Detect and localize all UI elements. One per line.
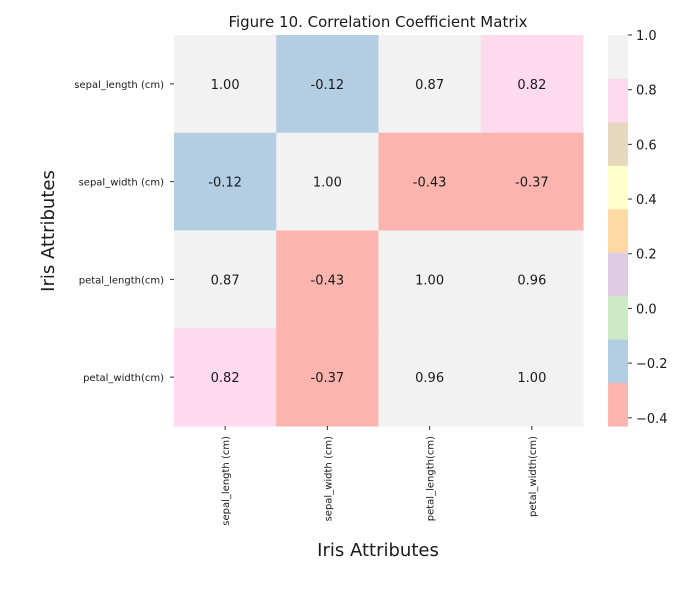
x-tick-label: petal_length(cm): [426, 436, 437, 521]
x-tick-label: petal_width(cm): [528, 436, 539, 517]
cell-value-label: 0.96: [415, 371, 444, 386]
colorbar-segment: [608, 252, 628, 297]
y-axis-label: Iris Attributes: [38, 170, 59, 292]
y-tick-label: petal_width(cm): [83, 373, 164, 384]
colorbar-tick-label: 0.0: [636, 302, 657, 317]
cell-value-label: -0.12: [311, 78, 345, 93]
heatmap-cell: [276, 35, 379, 134]
x-tick-label: sepal_length (cm): [221, 436, 232, 526]
heatmap-cell: [378, 328, 482, 427]
heatmap-cell: [480, 132, 584, 231]
heatmap-cell: [174, 230, 277, 329]
colorbar-segment: [608, 382, 628, 427]
cell-value-label: -0.12: [208, 176, 242, 191]
cell-value-label: 1.00: [415, 273, 444, 288]
colorbar-tick-label: 1.0: [636, 29, 657, 44]
cell-value-label: 1.00: [211, 78, 240, 93]
heatmap-cell: [378, 35, 482, 134]
colorbar-ticks: −0.4 −0.2 0.0 0.2 0.4 0.6 0.8 1.0: [628, 29, 668, 427]
chart-title: Figure 10. Correlation Coefficient Matri…: [228, 13, 527, 31]
y-tick-label: petal_length(cm): [79, 275, 164, 286]
colorbar-segment: [608, 35, 628, 79]
heatmap-cell: [480, 328, 584, 427]
heatmap-cell-labels: 1.00 -0.12 0.87 0.82 -0.12 1.00 -0.43 -0.37 0.87…: [208, 78, 548, 386]
cell-value-label: -0.37: [515, 176, 549, 191]
heatmap-cell: [174, 35, 277, 134]
y-tick-label: sepal_width (cm): [79, 178, 164, 189]
y-axis-ticks: sepal_length (cm) sepal_width (cm) petal_l…: [74, 80, 174, 384]
heatmap-cell: [276, 230, 379, 329]
heatmap-cell: [174, 328, 277, 427]
cell-value-label: 0.96: [517, 273, 546, 288]
heatmap-cells: [174, 35, 584, 427]
heatmap-cell: [174, 132, 277, 231]
heatmap-cell: [480, 35, 584, 134]
cell-value-label: 1.00: [517, 371, 546, 386]
colorbar-segment: [608, 165, 628, 210]
y-tick-label: sepal_length (cm): [74, 80, 164, 91]
heatmap-cell: [276, 328, 379, 427]
colorbar-segment: [608, 295, 628, 340]
colorbar-tick-label: −0.2: [636, 357, 668, 372]
colorbar-segment: [608, 78, 628, 123]
cell-value-label: 0.82: [517, 78, 546, 93]
cell-value-label: 0.87: [415, 78, 444, 93]
colorbar-segment: [608, 208, 628, 253]
cell-value-label: -0.43: [413, 176, 447, 191]
colorbar-segment: [608, 339, 628, 384]
colorbar-tick-label: 0.2: [636, 248, 657, 263]
heatmap-cell: [480, 230, 584, 329]
x-axis-label: Iris Attributes: [317, 540, 439, 561]
x-axis-ticks: sepal_length (cm) sepal_width (cm) petal_l…: [221, 426, 539, 526]
colorbar-tick-label: 0.8: [636, 84, 657, 99]
heatmap-cell: [378, 230, 482, 329]
cell-value-label: -0.43: [311, 273, 345, 288]
colorbar-tick-label: 0.6: [636, 138, 657, 153]
cell-value-label: 0.87: [211, 273, 240, 288]
cell-value-label: 1.00: [313, 176, 342, 191]
cell-value-label: 0.82: [211, 371, 240, 386]
colorbar: [608, 35, 628, 427]
colorbar-segment: [608, 121, 628, 166]
colorbar-tick-label: 0.4: [636, 193, 657, 208]
heatmap-cell: [378, 132, 482, 231]
heatmap-cell: [276, 132, 379, 231]
x-tick-label: sepal_width (cm): [323, 436, 334, 521]
colorbar-tick-label: −0.4: [636, 412, 668, 427]
cell-value-label: -0.37: [311, 371, 345, 386]
